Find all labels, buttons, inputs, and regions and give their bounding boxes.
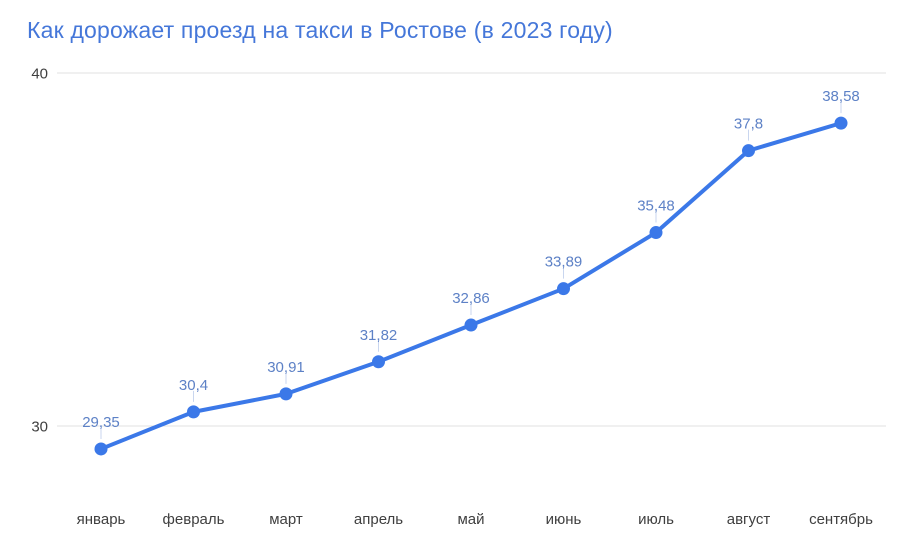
data-point [834, 116, 848, 130]
x-axis-label: январь [77, 511, 126, 528]
data-point-label: 29,35 [82, 414, 120, 431]
x-axis-label: сентябрь [809, 511, 873, 528]
data-point-label: 38,58 [822, 88, 860, 105]
data-point [279, 387, 293, 401]
y-axis-tick-label: 40 [31, 66, 48, 83]
series-line [99, 121, 843, 451]
data-point-label: 32,86 [452, 290, 490, 307]
data-point [187, 405, 200, 419]
x-axis-label: февраль [163, 511, 225, 528]
data-point [372, 355, 385, 369]
data-point-label: 37,8 [734, 116, 763, 133]
data-point [742, 144, 755, 158]
data-point-label: 30,4 [179, 377, 208, 394]
chart-title: Как дорожает проезд на такси в Ростове (… [27, 17, 613, 43]
data-point-label: 33,89 [545, 254, 583, 271]
data-point-label: 35,48 [637, 198, 675, 215]
x-axis-label: март [269, 511, 303, 528]
x-axis-label: июнь [546, 511, 582, 528]
x-axis-label: июль [638, 511, 674, 528]
data-point-label: 31,82 [360, 327, 398, 344]
x-axis-label: апрель [354, 511, 403, 528]
data-point [94, 442, 108, 456]
data-point [464, 318, 478, 332]
data-point [649, 226, 663, 240]
data-point [557, 282, 570, 296]
x-axis-label: май [457, 511, 484, 528]
y-axis-tick-label: 30 [31, 419, 48, 436]
x-axis-label: август [727, 511, 771, 528]
data-point-label: 30,91 [267, 359, 305, 376]
